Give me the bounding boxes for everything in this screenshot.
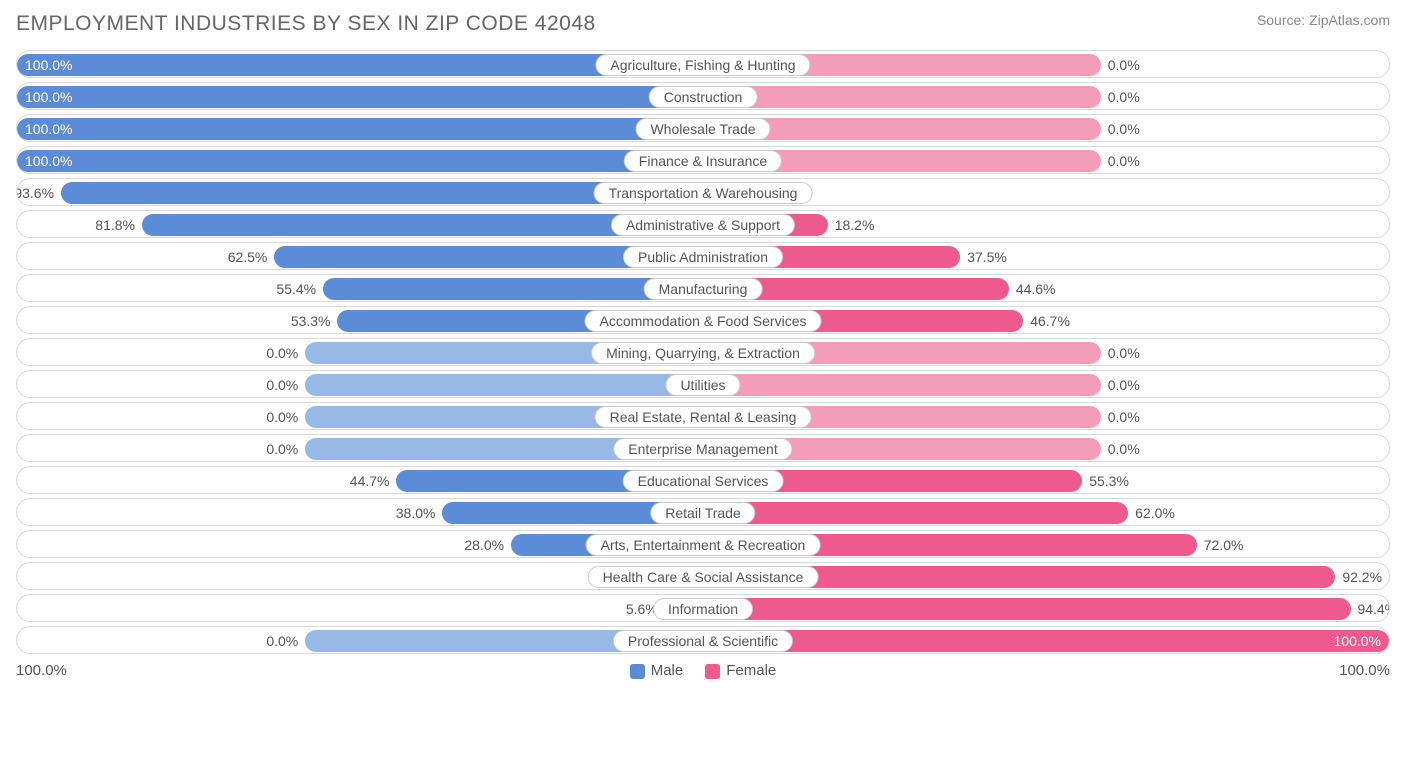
chart-row: 0.0% 0.0% Utilities — [16, 370, 1390, 398]
female-bar — [703, 630, 1389, 652]
male-value-label: 28.0% — [464, 531, 504, 558]
female-value-label: 46.7% — [1030, 307, 1070, 334]
chart-legend: Male Female — [630, 662, 777, 679]
female-value-label: 100.0% — [1334, 627, 1381, 654]
female-value-label: 0.0% — [1108, 339, 1140, 366]
chart-row: 93.6%6.4%Transportation & Warehousing — [16, 178, 1390, 206]
male-value-label: 53.3% — [291, 307, 331, 334]
male-value-label: 93.6% — [16, 179, 54, 206]
male-value-label: 38.0% — [396, 499, 436, 526]
male-bar — [305, 374, 703, 396]
female-value-label: 0.0% — [1108, 403, 1140, 430]
male-value-label: 100.0% — [25, 147, 72, 174]
category-pill: Retail Trade — [650, 502, 755, 524]
male-swatch-icon — [630, 664, 645, 679]
female-value-label: 72.0% — [1204, 531, 1244, 558]
category-pill: Construction — [649, 86, 758, 108]
female-value-label: 0.0% — [1108, 435, 1140, 462]
male-bar — [17, 150, 703, 172]
male-value-label: 0.0% — [266, 371, 298, 398]
male-value-label: 100.0% — [25, 115, 72, 142]
chart-source: Source: ZipAtlas.com — [1257, 12, 1390, 28]
category-pill: Manufacturing — [644, 278, 763, 300]
chart-row: 0.0% 100.0% Professional & Scientific — [16, 626, 1390, 654]
female-value-label: 92.2% — [1342, 563, 1382, 590]
male-value-label: 0.0% — [266, 403, 298, 430]
female-value-label: 0.0% — [1108, 147, 1140, 174]
chart-row: 5.6%94.4%Information — [16, 594, 1390, 622]
chart-row: 44.7% 55.3% Educational Services — [16, 466, 1390, 494]
legend-female: Female — [705, 662, 776, 679]
category-pill: Wholesale Trade — [635, 118, 770, 140]
category-pill: Arts, Entertainment & Recreation — [586, 534, 821, 556]
female-value-label: 55.3% — [1089, 467, 1129, 494]
axis-right-label: 100.0% — [1339, 662, 1390, 679]
category-pill: Information — [653, 598, 753, 620]
male-value-label: 44.7% — [350, 467, 390, 494]
chart-rows: 100.0% 0.0% Agriculture, Fishing & Hunting… — [16, 50, 1390, 654]
chart-row: 38.0% 62.0% Retail Trade — [16, 498, 1390, 526]
chart-row: 81.8% 18.2% Administrative & Support — [16, 210, 1390, 238]
chart-row: 100.0% 0.0% Agriculture, Fishing & Hunting — [16, 50, 1390, 78]
legend-male: Male — [630, 662, 684, 679]
male-bar — [17, 118, 703, 140]
chart-row: 0.0% 0.0% Mining, Quarrying, & Extraction — [16, 338, 1390, 366]
chart-row: 0.0% 0.0% Real Estate, Rental & Leasing — [16, 402, 1390, 430]
axis-left-label: 100.0% — [16, 662, 67, 679]
chart-row: 28.0% 72.0% Arts, Entertainment & Recreati… — [16, 530, 1390, 558]
female-bar — [703, 502, 1128, 524]
female-value-label: 37.5% — [967, 243, 1007, 270]
category-pill: Administrative & Support — [611, 214, 795, 236]
female-bar — [703, 598, 1351, 620]
female-value-label: 62.0% — [1135, 499, 1175, 526]
chart-row: 7.8%92.2%Health Care & Social Assistance — [16, 562, 1390, 590]
female-value-label: 0.0% — [1108, 115, 1140, 142]
category-pill: Professional & Scientific — [613, 630, 793, 652]
category-pill: Finance & Insurance — [624, 150, 782, 172]
male-value-label: 62.5% — [228, 243, 268, 270]
chart-header: EMPLOYMENT INDUSTRIES BY SEX IN ZIP CODE… — [16, 12, 1390, 36]
category-pill: Utilities — [665, 374, 740, 396]
chart-title: EMPLOYMENT INDUSTRIES BY SEX IN ZIP CODE… — [16, 12, 596, 36]
female-bar — [703, 86, 1101, 108]
category-pill: Real Estate, Rental & Leasing — [595, 406, 812, 428]
male-value-label: 100.0% — [25, 51, 72, 78]
female-value-label: 94.4% — [1357, 595, 1390, 622]
category-pill: Agriculture, Fishing & Hunting — [595, 54, 810, 76]
female-value-label: 18.2% — [835, 211, 875, 238]
chart-row: 53.3% 46.7% Accommodation & Food Services — [16, 306, 1390, 334]
male-bar — [17, 86, 703, 108]
category-pill: Mining, Quarrying, & Extraction — [591, 342, 815, 364]
male-value-label: 81.8% — [95, 211, 135, 238]
category-pill: Accommodation & Food Services — [585, 310, 822, 332]
chart-axis: 100.0% Male Female 100.0% — [16, 662, 1390, 679]
female-value-label: 0.0% — [1108, 51, 1140, 78]
female-value-label: 44.6% — [1016, 275, 1056, 302]
male-value-label: 0.0% — [266, 435, 298, 462]
chart-row: 100.0% 0.0% Finance & Insurance — [16, 146, 1390, 174]
female-bar — [703, 374, 1101, 396]
category-pill: Transportation & Warehousing — [594, 182, 813, 204]
male-value-label: 0.0% — [266, 627, 298, 654]
category-pill: Enterprise Management — [613, 438, 792, 460]
male-value-label: 0.0% — [266, 339, 298, 366]
category-pill: Health Care & Social Assistance — [588, 566, 819, 588]
male-value-label: 100.0% — [25, 83, 72, 110]
category-pill: Educational Services — [623, 470, 784, 492]
female-swatch-icon — [705, 664, 720, 679]
category-pill: Public Administration — [623, 246, 783, 268]
chart-row: 100.0% 0.0% Construction — [16, 82, 1390, 110]
female-value-label: 0.0% — [1108, 83, 1140, 110]
chart-row: 62.5% 37.5% Public Administration — [16, 242, 1390, 270]
chart-row: 55.4% 44.6% Manufacturing — [16, 274, 1390, 302]
chart-row: 100.0% 0.0% Wholesale Trade — [16, 114, 1390, 142]
chart-row: 0.0% 0.0% Enterprise Management — [16, 434, 1390, 462]
male-value-label: 55.4% — [276, 275, 316, 302]
female-value-label: 0.0% — [1108, 371, 1140, 398]
